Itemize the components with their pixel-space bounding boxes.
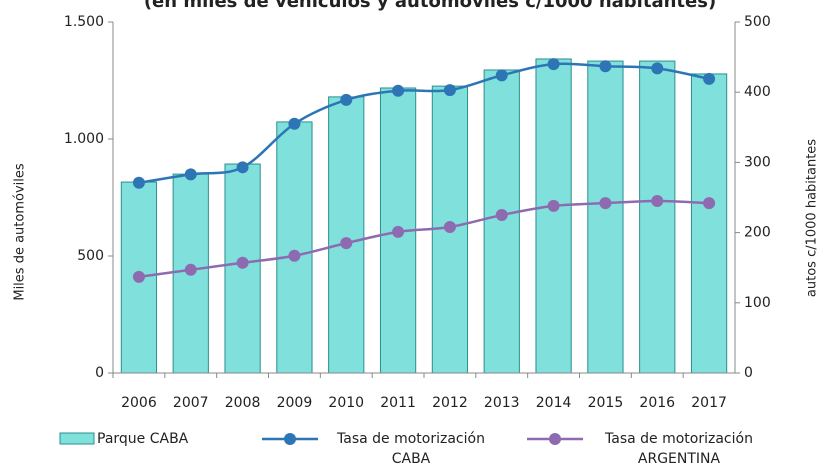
x-tick-label: 2008 (225, 395, 261, 411)
legend-swatch (59, 432, 95, 445)
y2-tick-label: 100 (744, 295, 771, 311)
bar (587, 60, 624, 374)
line (138, 199, 710, 279)
line-marker (651, 62, 664, 75)
x-tick-label: 2012 (432, 395, 468, 411)
line-marker (340, 237, 353, 250)
x-tick-label: 2010 (328, 395, 364, 411)
line-marker (547, 199, 560, 212)
line-marker (132, 176, 145, 189)
chart-title: (en miles de vehículos y automóviles c/1… (144, 0, 716, 12)
line-marker (443, 84, 456, 97)
bar (535, 58, 572, 374)
x-tick-label: 2006 (121, 395, 157, 411)
x-tick-label: 2017 (691, 395, 727, 411)
legend-label: Tasa de motorización ARGENTINA (605, 431, 753, 467)
line-marker (599, 197, 612, 210)
line-marker (599, 60, 612, 73)
line-marker (443, 220, 456, 233)
line-marker (703, 72, 716, 85)
line-marker (392, 225, 405, 238)
y-tick-label: 1.500 (64, 14, 104, 30)
y-tick-label: 0 (95, 365, 104, 381)
line-marker (236, 161, 249, 174)
line-marker (495, 69, 508, 82)
legend-marker (284, 433, 296, 445)
y-tick-label: 500 (77, 248, 104, 264)
line-marker (184, 168, 197, 181)
y2-axis-label: autos c/1000 habitantes (805, 139, 820, 297)
y-tick-label: 1.000 (64, 131, 104, 147)
y-axis-label: Miles de automóviles (13, 163, 28, 301)
bar (483, 69, 520, 374)
y2-tick-label: 500 (744, 14, 771, 30)
x-tick-label: 2016 (639, 395, 675, 411)
legend-label: Tasa de motorización CABA (337, 431, 485, 467)
line-marker (288, 249, 301, 262)
y2-tick-label: 400 (744, 84, 771, 100)
line-marker (392, 84, 405, 97)
x-tick-label: 2011 (380, 395, 416, 411)
line-marker (236, 256, 249, 269)
bar (690, 73, 728, 374)
line-marker (703, 197, 716, 210)
line-marker (651, 195, 664, 208)
legend-marker (549, 433, 561, 445)
x-tick-label: 2007 (173, 395, 209, 411)
line-marker (340, 93, 353, 106)
x-tick-label: 2013 (484, 395, 520, 411)
legend-label: Parque CABA (97, 431, 189, 447)
line-marker (132, 270, 145, 283)
y2-tick-label: 0 (744, 365, 753, 381)
x-tick-label: 2015 (588, 395, 624, 411)
line-marker (547, 58, 560, 71)
x-tick-label: 2009 (277, 395, 313, 411)
x-tick-label: 2014 (536, 395, 572, 411)
y2-tick-label: 300 (744, 154, 771, 170)
line-marker (495, 209, 508, 222)
line-marker (184, 263, 197, 276)
bar (639, 60, 676, 374)
y2-tick-label: 200 (744, 225, 771, 241)
line-marker (288, 117, 301, 130)
line (138, 62, 710, 184)
bar (328, 96, 365, 374)
bar (276, 121, 313, 374)
